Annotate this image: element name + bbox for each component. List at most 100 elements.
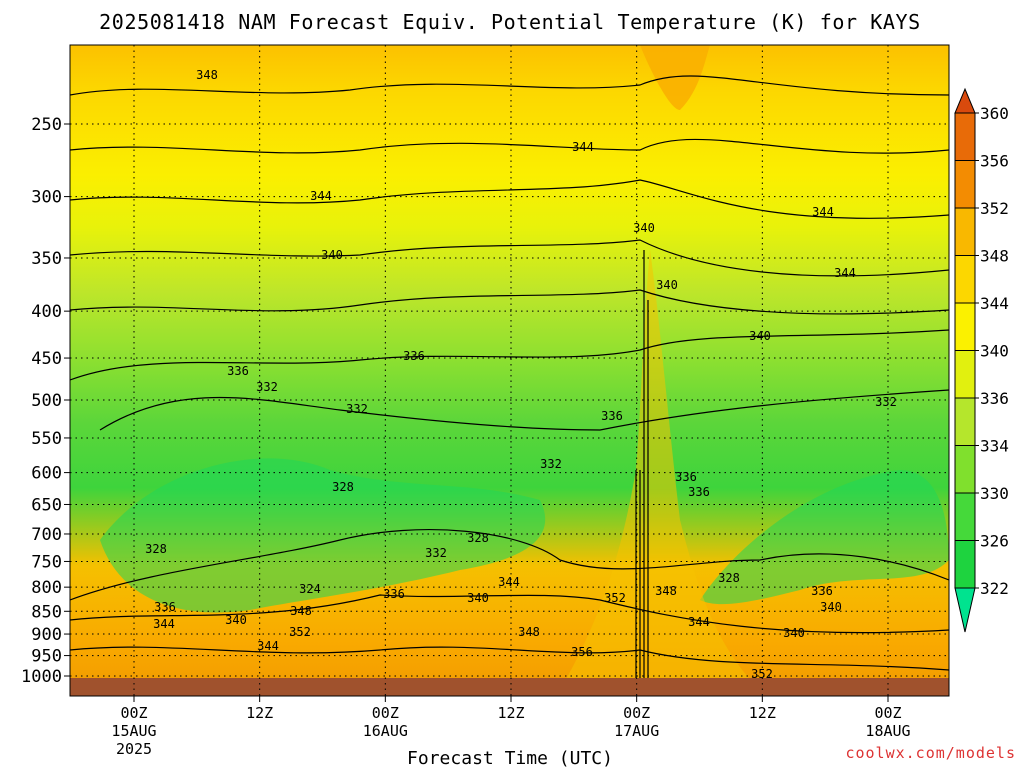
colorbar: 322 326 330 334 336 340 344 348 352 356 360 — [954, 87, 1009, 633]
x-axis-label: Forecast Time (UTC) — [407, 748, 613, 768]
contour-label: 336 — [403, 349, 425, 363]
y-tick-label: 500 — [31, 391, 62, 411]
colorbar-segment — [954, 445, 976, 494]
contour-labels: 3483443443443403403403443403363363363323… — [145, 68, 897, 681]
colorbar-label: 344 — [980, 294, 1009, 313]
credit-text: coolwx.com/models — [845, 744, 1016, 762]
contour-label: 344 — [310, 189, 332, 203]
y-axis-tick-labels: 250 300 350 400 450 500 550 600 650 700 750 800 850 9… — [21, 115, 70, 687]
colorbar-segment — [954, 350, 976, 399]
y-tick-label: 250 — [31, 115, 62, 135]
colorbar-label: 348 — [980, 247, 1009, 266]
contour-label: 336 — [227, 364, 249, 378]
colorbar-label: 356 — [980, 152, 1009, 171]
y-tick-label: 600 — [31, 464, 62, 484]
contour-label: 348 — [518, 625, 540, 639]
colorbar-label: 322 — [980, 579, 1009, 598]
x-tick-label: 00Z — [874, 704, 901, 722]
contour-label: 340 — [633, 221, 655, 235]
y-gridlines — [70, 123, 949, 677]
contour-label: 340 — [225, 613, 247, 627]
contour-label: 336 — [154, 600, 176, 614]
contour-label: 336 — [675, 470, 697, 484]
colorbar-segment — [954, 255, 976, 304]
contour-label: 336 — [688, 485, 710, 499]
contour-label: 352 — [604, 591, 626, 605]
upper-warm-tongue — [640, 45, 710, 110]
convective-plume — [560, 250, 760, 690]
y-tick-label: 950 — [31, 647, 62, 667]
colorbar-max-arrow — [954, 87, 976, 114]
x-tick-label: 12Z — [749, 704, 776, 722]
y-tick-label: 900 — [31, 625, 62, 645]
colorbar-label: 326 — [980, 532, 1009, 551]
y-tick-label: 300 — [31, 188, 62, 208]
colorbar-segment — [954, 302, 976, 351]
y-tick-label: 400 — [31, 302, 62, 322]
contour-label: 332 — [875, 395, 897, 409]
chart-title: 2025081418 NAM Forecast Equiv. Potential… — [99, 10, 921, 34]
contour-label: 344 — [812, 205, 834, 219]
contour-label: 344 — [572, 140, 594, 154]
x-tick-label: 00Z — [623, 704, 650, 722]
contour-label: 328 — [145, 542, 167, 556]
colorbar-label: 352 — [980, 199, 1009, 218]
contour-label: 352 — [289, 625, 311, 639]
contour-label: 344 — [153, 617, 175, 631]
y-tick-label: 750 — [31, 552, 62, 572]
colorbar-segment — [954, 397, 976, 446]
y-tick-label: 650 — [31, 495, 62, 515]
contour-label: 324 — [299, 582, 321, 596]
contour-label: 340 — [783, 626, 805, 640]
contour-label: 332 — [346, 402, 368, 416]
contour-label: 336 — [601, 409, 623, 423]
contour-label: 344 — [498, 575, 520, 589]
y-tick-label: 350 — [31, 249, 62, 269]
y-tick-label: 850 — [31, 602, 62, 622]
contour-label: 332 — [540, 457, 562, 471]
ground — [70, 678, 949, 696]
colorbar-label: 330 — [980, 484, 1009, 503]
colorbar-label: 360 — [980, 104, 1009, 123]
contour-label: 332 — [256, 380, 278, 394]
y-tick-label: 800 — [31, 578, 62, 598]
y-tick-label: 450 — [31, 349, 62, 369]
colorbar-segment — [954, 540, 976, 589]
low-theta-e-region-east — [700, 470, 949, 605]
x-gridlines — [133, 45, 889, 696]
contour-label: 348 — [196, 68, 218, 82]
contour-label: 340 — [321, 248, 343, 262]
x-tick-label: 12Z — [497, 704, 524, 722]
plot-frame — [69, 44, 950, 697]
plot-area — [70, 45, 949, 696]
x-tick-label: 12Z — [246, 704, 273, 722]
contour-label: 336 — [811, 584, 833, 598]
contour-label: 328 — [332, 480, 354, 494]
colorbar-label: 336 — [980, 389, 1009, 408]
contour-label: 340 — [820, 600, 842, 614]
x-tick-label: 2025 — [116, 740, 152, 758]
colorbar-min-arrow — [954, 587, 976, 633]
contour-label: 344 — [257, 639, 279, 653]
x-tick-label: 18AUG — [865, 722, 910, 740]
contour-label: 344 — [688, 615, 710, 629]
x-tick-label: 15AUG — [111, 722, 156, 740]
colorbar-label: 340 — [980, 342, 1009, 361]
colorbar-label: 334 — [980, 437, 1009, 456]
contour-label: 336 — [383, 587, 405, 601]
colorbar-segment — [954, 112, 976, 161]
x-tick-label: 17AUG — [614, 722, 659, 740]
contour-label: 340 — [749, 329, 771, 343]
contour-label: 352 — [751, 667, 773, 681]
colorbar-segment — [954, 492, 976, 541]
colorbar-segment — [954, 160, 976, 209]
contour-label: 328 — [718, 571, 740, 585]
contour-label: 344 — [834, 266, 856, 280]
low-theta-e-region — [100, 458, 546, 613]
contour-label: 340 — [467, 591, 489, 605]
x-tick-label: 00Z — [372, 704, 399, 722]
y-tick-label: 550 — [31, 429, 62, 449]
colorbar-segment — [954, 207, 976, 256]
